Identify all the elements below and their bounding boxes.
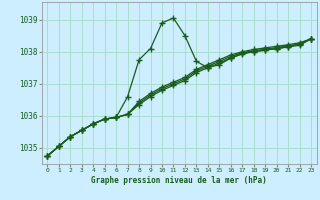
X-axis label: Graphe pression niveau de la mer (hPa): Graphe pression niveau de la mer (hPa) bbox=[91, 176, 267, 185]
